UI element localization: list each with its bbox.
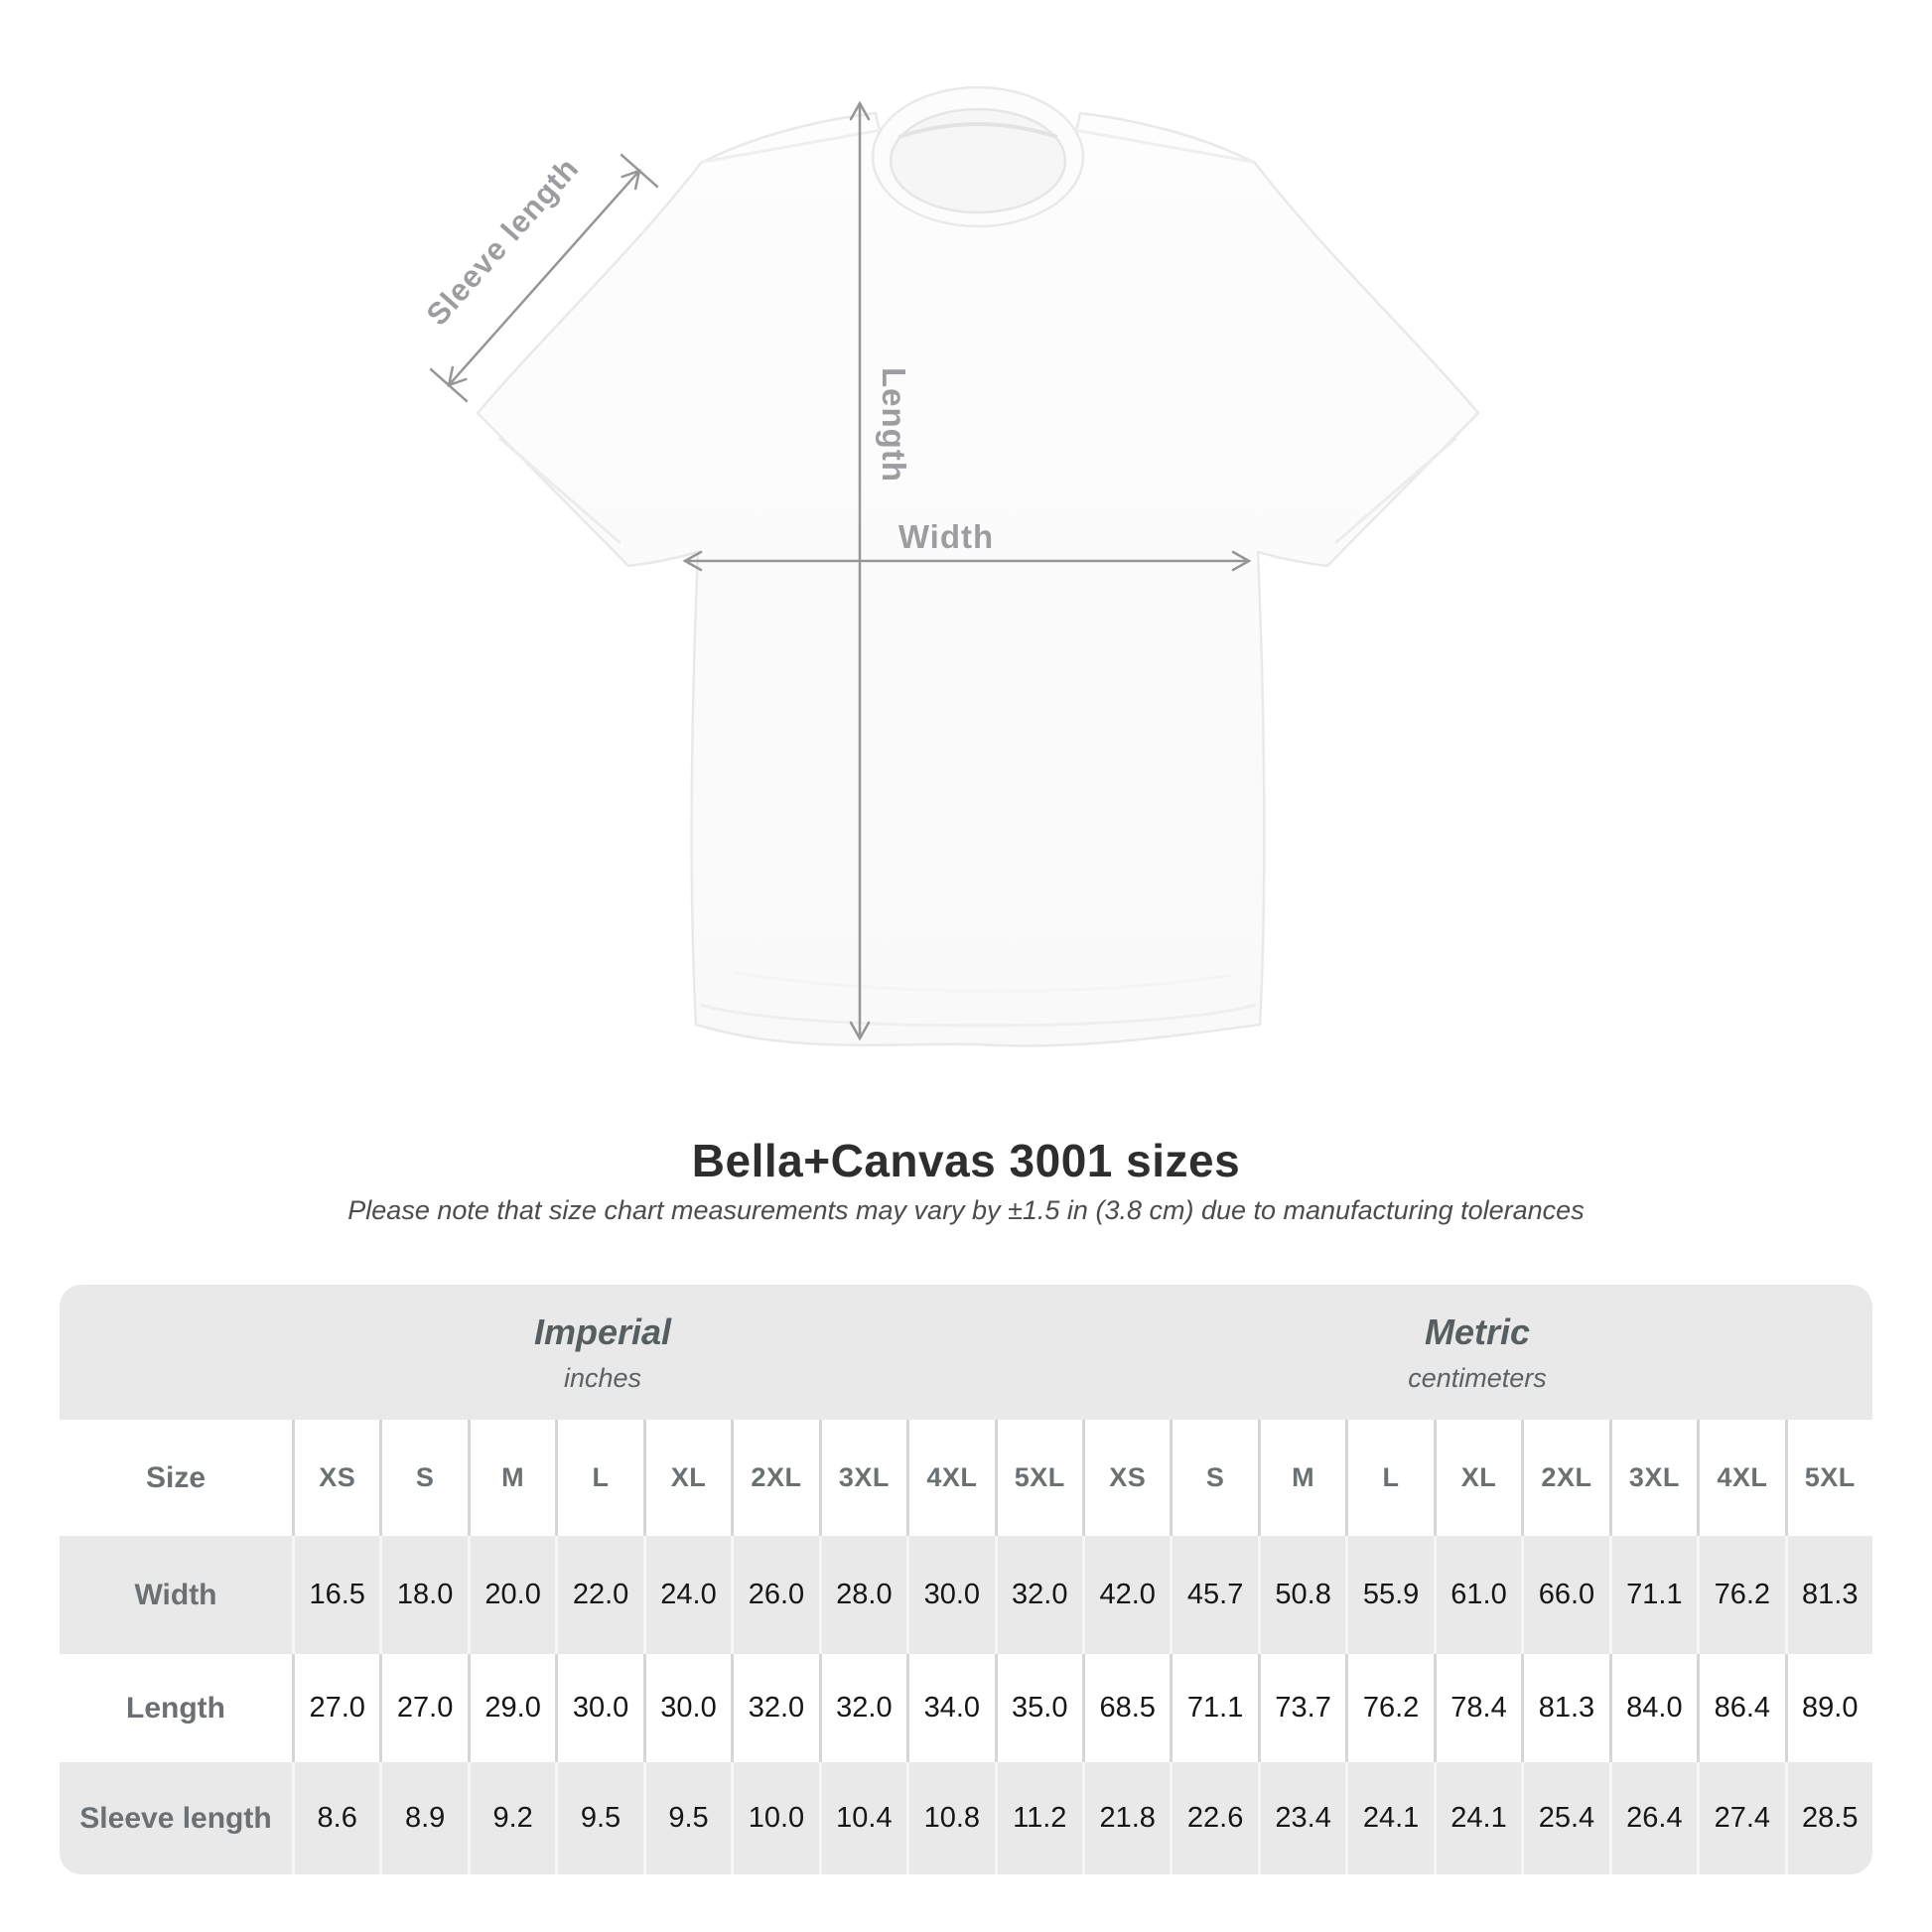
value-cell: 10.4 <box>818 1762 906 1874</box>
header-cell-metric-4xl: 4XL <box>1697 1420 1784 1536</box>
value-cell: 10.0 <box>731 1762 818 1874</box>
value-cell: 32.0 <box>818 1654 906 1762</box>
value-cell: 22.0 <box>555 1536 642 1654</box>
value-cell: 73.7 <box>1257 1654 1345 1762</box>
row-label-length: Length <box>126 1691 225 1725</box>
value-cell: 34.0 <box>906 1654 994 1762</box>
tolerance-note: Please note that size chart measurements… <box>347 1195 1585 1225</box>
sleeve-length-row: Sleeve length 8.6 8.9 9.2 9.5 9.5 10.0 1… <box>60 1762 1872 1874</box>
value-cell: 24.1 <box>1345 1762 1433 1874</box>
header-cell-imperial-xs: XS <box>292 1420 379 1536</box>
length-annotation: Length <box>849 100 912 1041</box>
header-cell-imperial-4xl: 4XL <box>906 1420 994 1536</box>
row-label-width: Width <box>134 1578 217 1611</box>
width-label: Width <box>898 518 994 555</box>
value-cell: 26.4 <box>1608 1762 1697 1874</box>
value-cell: 10.8 <box>906 1762 994 1874</box>
value-cell: 26.0 <box>731 1536 818 1654</box>
value-cell: 9.2 <box>467 1762 555 1874</box>
header-cell-metric-s: S <box>1170 1420 1257 1536</box>
value-cell: 18.0 <box>379 1536 467 1654</box>
value-cell: 66.0 <box>1521 1536 1608 1654</box>
metric-unit-label: centimeters <box>1408 1362 1547 1393</box>
size-header-row: Size XS S M L XL 2XL 3XL 4XL 5XL XS S M … <box>60 1420 1872 1536</box>
row-label-sleeve-length: Sleeve length <box>79 1801 272 1835</box>
value-cell: 42.0 <box>1081 1536 1170 1654</box>
unit-group-header: Imperial inches Metric centimeters <box>60 1285 1872 1420</box>
value-cell: 24.0 <box>642 1536 731 1654</box>
header-cell-imperial-xl: XL <box>642 1420 731 1536</box>
value-cell: 78.4 <box>1433 1654 1521 1762</box>
size-col-header: Size <box>145 1460 207 1494</box>
page-title: Bella+Canvas 3001 sizes <box>691 1135 1241 1186</box>
size-table: Imperial inches Metric centimeters Size … <box>60 1285 1872 1874</box>
value-cell: 32.0 <box>731 1654 818 1762</box>
value-cell: 45.7 <box>1170 1536 1257 1654</box>
value-cell: 30.0 <box>906 1536 994 1654</box>
length-row: Length 27.0 27.0 29.0 30.0 30.0 32.0 32.… <box>60 1654 1872 1762</box>
value-cell: 9.5 <box>555 1762 642 1874</box>
value-cell: 29.0 <box>467 1654 555 1762</box>
value-cell: 11.2 <box>994 1762 1082 1874</box>
value-cell: 89.0 <box>1784 1654 1872 1762</box>
value-cell: 81.3 <box>1784 1536 1872 1654</box>
value-cell: 71.1 <box>1170 1654 1257 1762</box>
value-cell: 24.1 <box>1433 1762 1521 1874</box>
value-cell: 20.0 <box>467 1536 555 1654</box>
value-cell: 23.4 <box>1257 1762 1345 1874</box>
value-cell: 86.4 <box>1697 1654 1784 1762</box>
value-cell: 30.0 <box>555 1654 642 1762</box>
value-cell: 28.0 <box>818 1536 906 1654</box>
imperial-label: Imperial <box>533 1311 672 1352</box>
imperial-unit-label: inches <box>563 1362 642 1393</box>
header-cell-imperial-l: L <box>555 1420 642 1536</box>
value-cell: 16.5 <box>292 1536 379 1654</box>
header-cell-imperial-3xl: 3XL <box>818 1420 906 1536</box>
header-cell-metric-m: M <box>1257 1420 1345 1536</box>
value-cell: 21.8 <box>1081 1762 1170 1874</box>
tshirt-graphic <box>476 85 1480 1047</box>
tshirt-measure-diagram: Sleeve length Length Width <box>420 85 1480 1047</box>
value-cell: 8.9 <box>379 1762 467 1874</box>
imperial-group-header: Imperial inches <box>60 1285 1082 1420</box>
value-cell: 27.0 <box>379 1654 467 1762</box>
value-cell: 68.5 <box>1081 1654 1170 1762</box>
value-cell: 32.0 <box>994 1536 1082 1654</box>
value-cell: 8.6 <box>292 1762 379 1874</box>
value-cell: 27.0 <box>292 1654 379 1762</box>
value-cell: 55.9 <box>1345 1536 1433 1654</box>
header-cell-imperial-5xl: 5XL <box>994 1420 1082 1536</box>
value-cell: 81.3 <box>1521 1654 1608 1762</box>
width-annotation: Width <box>682 518 1252 572</box>
value-cell: 28.5 <box>1784 1762 1872 1874</box>
header-cell-imperial-m: M <box>467 1420 555 1536</box>
value-cell: 25.4 <box>1521 1762 1608 1874</box>
header-cell-metric-l: L <box>1345 1420 1433 1536</box>
header-cell-metric-2xl: 2XL <box>1521 1420 1608 1536</box>
length-label: Length <box>876 367 912 483</box>
header-cell-imperial-2xl: 2XL <box>731 1420 818 1536</box>
value-cell: 22.6 <box>1170 1762 1257 1874</box>
value-cell: 50.8 <box>1257 1536 1345 1654</box>
metric-group-header: Metric centimeters <box>1082 1285 1872 1420</box>
header-cell-metric-xl: XL <box>1433 1420 1521 1536</box>
metric-label: Metric <box>1424 1311 1531 1352</box>
value-cell: 27.4 <box>1697 1762 1784 1874</box>
value-cell: 76.2 <box>1345 1654 1433 1762</box>
value-cell: 30.0 <box>642 1654 731 1762</box>
sleeve-length-label: Sleeve length <box>420 151 586 333</box>
header-cell-metric-xs: XS <box>1081 1420 1170 1536</box>
header-cell-metric-3xl: 3XL <box>1608 1420 1697 1536</box>
header-cell-metric-5xl: 5XL <box>1784 1420 1872 1536</box>
value-cell: 71.1 <box>1608 1536 1697 1654</box>
value-cell: 61.0 <box>1433 1536 1521 1654</box>
value-cell: 9.5 <box>642 1762 731 1874</box>
value-cell: 76.2 <box>1697 1536 1784 1654</box>
value-cell: 84.0 <box>1608 1654 1697 1762</box>
width-row: Width 16.5 18.0 20.0 22.0 24.0 26.0 28.0… <box>60 1536 1872 1654</box>
header-cell-imperial-s: S <box>379 1420 467 1536</box>
value-cell: 35.0 <box>994 1654 1082 1762</box>
